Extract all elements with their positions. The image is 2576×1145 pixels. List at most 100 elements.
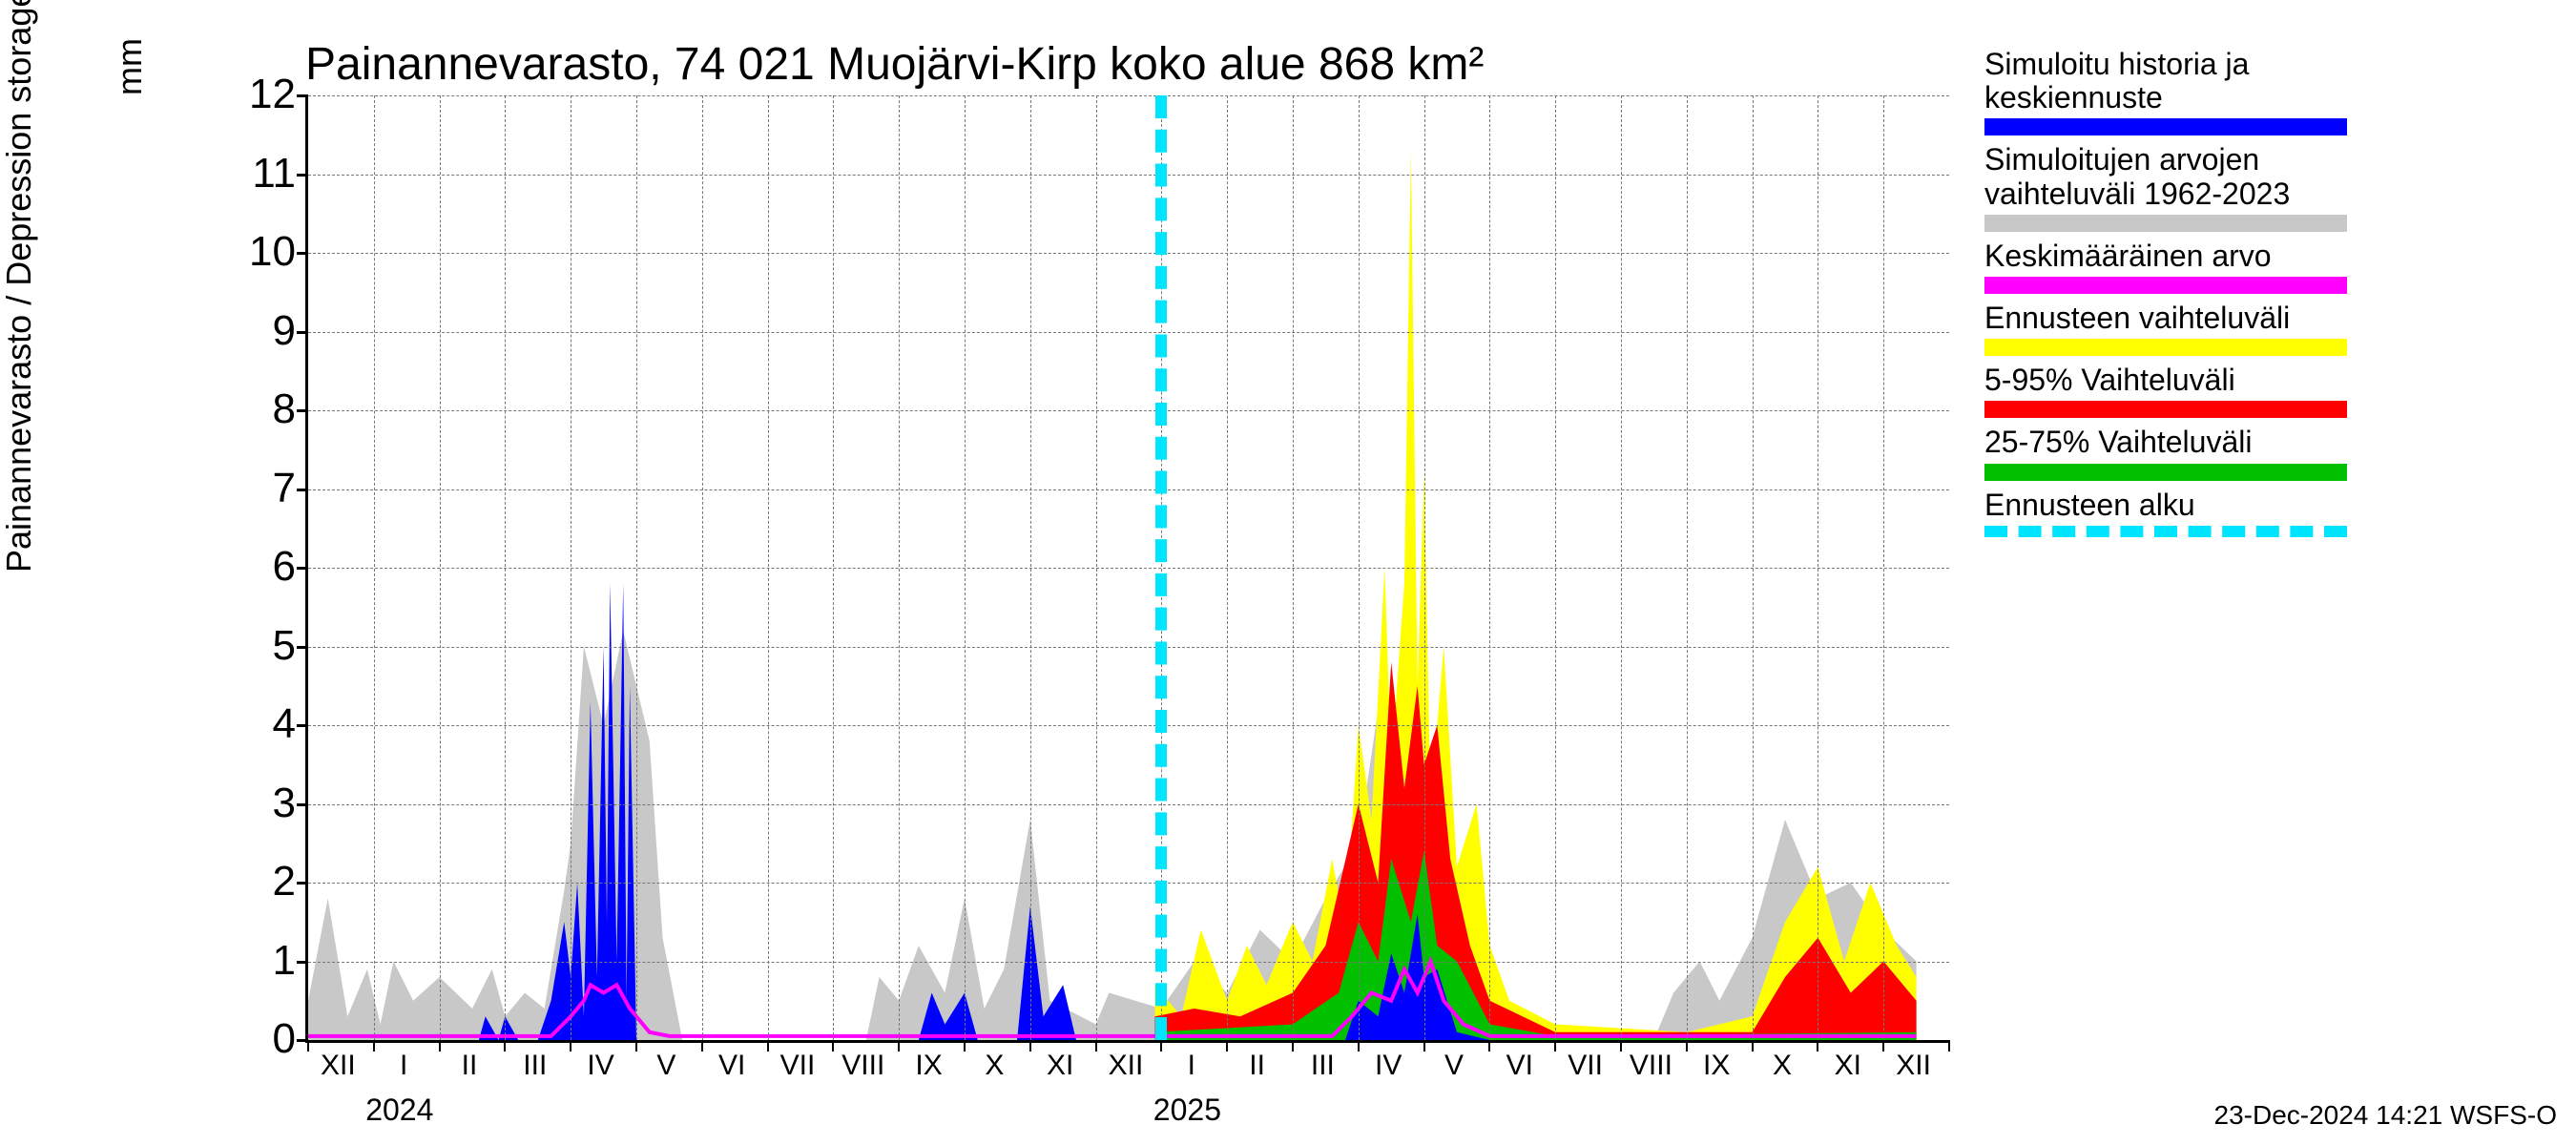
x-tick-label: V <box>656 1050 675 1082</box>
legend-item: Ennusteen alku <box>1984 489 2538 537</box>
grid-line-v <box>833 95 834 1040</box>
y-axis-unit: mm <box>110 38 150 95</box>
y-tick-label: 2 <box>229 858 296 906</box>
x-tick-mark <box>373 1040 375 1051</box>
legend-item: 25-75% Vaihteluväli <box>1984 426 2538 480</box>
grid-line-h <box>308 489 1949 490</box>
legend-swatch <box>1984 118 2347 135</box>
x-tick-label: XII <box>1896 1050 1931 1082</box>
grid-line-v <box>636 95 637 1040</box>
grid-line-h <box>308 962 1949 963</box>
legend-item: 5-95% Vaihteluväli <box>1984 364 2538 418</box>
grid-line-v <box>1555 95 1556 1040</box>
grid-line-v <box>1687 95 1688 1040</box>
legend-item: Ennusteen vaihteluväli <box>1984 302 2538 356</box>
x-year-label: 2024 <box>365 1093 433 1128</box>
x-tick-label: III <box>1311 1050 1335 1082</box>
chart-container: Painannevarasto / Depression storage mm … <box>0 0 2576 1145</box>
y-tick-label: 4 <box>229 700 296 748</box>
legend-swatch <box>1984 277 2347 294</box>
y-tick-label: 8 <box>229 385 296 433</box>
grid-line-h <box>308 410 1949 411</box>
x-tick-label: V <box>1444 1050 1464 1082</box>
legend-text: 25-75% Vaihteluväli <box>1984 426 2538 459</box>
x-tick-label: XII <box>321 1050 356 1082</box>
legend-text: vaihteluväli 1962-2023 <box>1984 177 2538 211</box>
grid-line-v <box>1227 95 1228 1040</box>
legend-text: keskiennuste <box>1984 81 2538 114</box>
x-tick-label: VI <box>718 1050 745 1082</box>
x-tick-mark <box>1752 1040 1754 1051</box>
x-tick-mark <box>439 1040 441 1051</box>
x-tick-mark <box>307 1040 309 1051</box>
x-tick-mark <box>767 1040 769 1051</box>
x-tick-label: III <box>523 1050 547 1082</box>
x-year-label: 2025 <box>1153 1093 1221 1128</box>
legend-swatch <box>1984 464 2347 481</box>
x-tick-label: VII <box>780 1050 816 1082</box>
grid-line-v <box>505 95 506 1040</box>
y-tick-mark <box>297 882 308 885</box>
x-tick-label: IV <box>587 1050 613 1082</box>
grid-line-v <box>374 95 375 1040</box>
grid-line-v <box>899 95 900 1040</box>
legend-text: Ennusteen vaihteluväli <box>1984 302 2538 335</box>
legend-text: 5-95% Vaihteluväli <box>1984 364 2538 397</box>
x-tick-mark <box>1620 1040 1622 1051</box>
y-tick-mark <box>297 724 308 727</box>
legend-item: Simuloitu historia jakeskiennuste <box>1984 48 2538 135</box>
series-sim-history <box>308 584 1155 1041</box>
x-tick-label: II <box>1249 1050 1265 1082</box>
legend-item: Keskimääräinen arvo <box>1984 239 2538 294</box>
grid-line-v <box>1030 95 1031 1040</box>
footer-timestamp: 23-Dec-2024 14:21 WSFS-O <box>2214 1100 2558 1131</box>
y-tick-label: 0 <box>229 1015 296 1063</box>
x-tick-mark <box>570 1040 571 1051</box>
x-tick-label: VI <box>1506 1050 1533 1082</box>
x-tick-mark <box>832 1040 834 1051</box>
y-tick-mark <box>297 252 308 255</box>
y-tick-mark <box>297 331 308 334</box>
grid-line-v <box>1883 95 1884 1040</box>
grid-line-h <box>308 95 1949 96</box>
x-tick-mark <box>1488 1040 1490 1051</box>
grid-line-h <box>308 332 1949 333</box>
grid-line-h <box>308 175 1949 176</box>
grid-line-v <box>440 95 441 1040</box>
y-tick-label: 5 <box>229 622 296 670</box>
x-tick-label: IV <box>1375 1050 1402 1082</box>
legend-text: Simuloitu historia ja <box>1984 48 2538 81</box>
grid-line-h <box>308 253 1949 254</box>
x-tick-mark <box>504 1040 506 1051</box>
y-tick-label: 7 <box>229 465 296 512</box>
grid-line-v <box>1359 95 1360 1040</box>
legend-text: Simuloitujen arvojen <box>1984 143 2538 177</box>
legend-swatch <box>1984 401 2347 418</box>
y-tick-mark <box>297 489 308 491</box>
legend-swatch <box>1984 339 2347 356</box>
grid-line-v <box>1621 95 1622 1040</box>
y-tick-mark <box>297 567 308 570</box>
legend: Simuloitu historia jakeskiennusteSimuloi… <box>1984 48 2538 545</box>
legend-item: Simuloitujen arvojenvaihteluväli 1962-20… <box>1984 143 2538 231</box>
y-tick-mark <box>297 803 308 806</box>
grid-line-h <box>308 883 1949 884</box>
x-tick-label: II <box>462 1050 478 1082</box>
y-tick-label: 10 <box>229 228 296 276</box>
x-tick-mark <box>964 1040 966 1051</box>
chart-title: Painannevarasto, 74 021 Muojärvi-Kirp ko… <box>305 38 1484 91</box>
grid-line-v <box>1753 95 1754 1040</box>
series-sim-range <box>308 631 1917 1040</box>
x-tick-label: VIII <box>1630 1050 1672 1082</box>
forecast-start-line <box>1155 95 1167 1040</box>
grid-line-h <box>308 647 1949 648</box>
x-tick-mark <box>1029 1040 1031 1051</box>
grid-line-v <box>702 95 703 1040</box>
x-tick-label: IX <box>1703 1050 1730 1082</box>
x-tick-mark <box>1226 1040 1228 1051</box>
grid-line-h <box>308 725 1949 726</box>
grid-line-h <box>308 568 1949 569</box>
legend-swatch <box>1984 215 2347 232</box>
y-tick-mark <box>297 961 308 964</box>
series-forecast-range <box>1155 151 1917 1040</box>
